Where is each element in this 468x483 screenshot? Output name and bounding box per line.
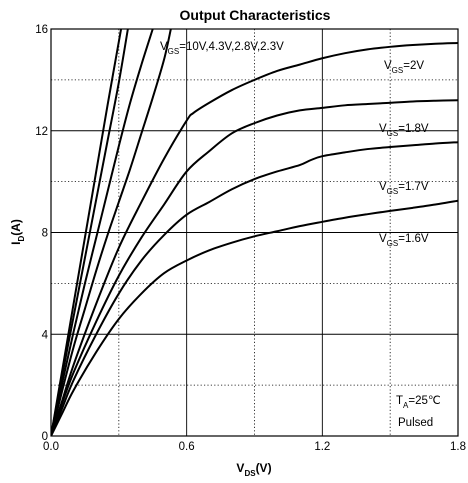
annotation-vgs-group: VGS=10V,4.3V,2.8V,2.3V: [160, 41, 284, 56]
annotation-pulsed: Pulsed: [398, 417, 433, 429]
annotation-vgs-1-7: VGS=1.7V: [379, 181, 429, 196]
tick-labels: 0.0 0.6 1.2 1.8 0 4 8 12 16: [35, 24, 466, 453]
curve-vgs-1-7v: [51, 141, 458, 436]
curve-vgs-1-6v: [51, 199, 458, 436]
x-tick-label: 1.2: [314, 441, 330, 453]
chart-title: Output Characteristics: [180, 7, 331, 23]
y-tick-label: 16: [35, 24, 48, 36]
curve-vgs-2v: [51, 41, 458, 436]
curve-vgs-2-8v: [51, 29, 154, 436]
annotation-vgs-1-6: VGS=1.6V: [379, 233, 429, 248]
y-tick-label: 8: [42, 228, 48, 240]
y-tick-label: 12: [35, 126, 48, 138]
y-tick-label: 4: [42, 329, 49, 341]
curve-vgs-2-3v: [51, 29, 172, 436]
x-axis-label: VDS(V): [236, 461, 271, 478]
y-tick-label: 0: [42, 431, 48, 443]
annotation-vgs-1-8: VGS=1.8V: [379, 123, 429, 138]
curve-vgs-1-8v: [51, 99, 458, 436]
y-axis-label: ID(A): [9, 219, 26, 245]
annotation-ta: TA=25℃: [396, 395, 441, 410]
x-tick-label: 1.8: [450, 441, 466, 453]
grid: [51, 29, 458, 436]
curve-annotations: VGS=10V,4.3V,2.8V,2.3V VGS=2V VGS=1.8V VGS=…: [160, 41, 441, 429]
annotation-vgs-2: VGS=2V: [384, 60, 424, 75]
curve-vgs-4-3v: [51, 29, 129, 436]
plot-frame: [50, 28, 459, 437]
x-tick-label: 0.0: [43, 441, 59, 453]
curves: [51, 29, 458, 436]
x-tick-label: 0.6: [179, 441, 195, 453]
